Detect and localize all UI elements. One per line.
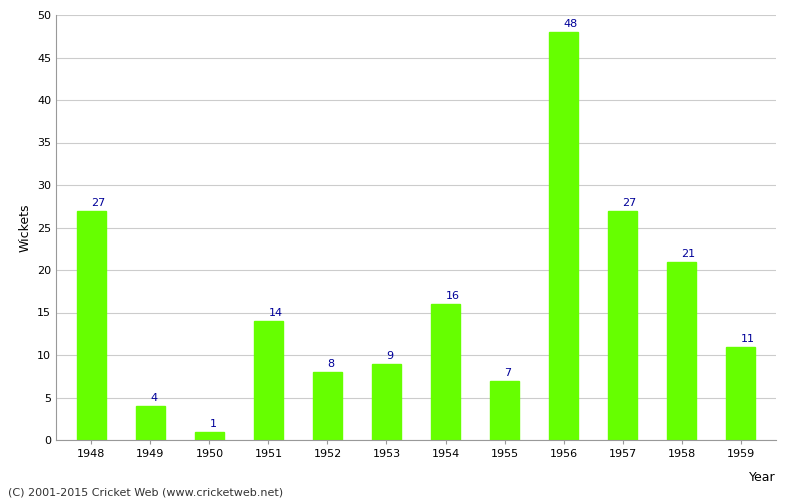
Bar bbox=[490, 380, 519, 440]
Bar bbox=[372, 364, 402, 440]
Text: 11: 11 bbox=[741, 334, 754, 344]
Text: 27: 27 bbox=[622, 198, 637, 208]
Text: Year: Year bbox=[750, 470, 776, 484]
Y-axis label: Wickets: Wickets bbox=[18, 203, 31, 252]
Bar bbox=[726, 346, 755, 440]
Bar bbox=[254, 321, 283, 440]
Bar bbox=[136, 406, 165, 440]
Text: 16: 16 bbox=[446, 292, 459, 302]
Text: 9: 9 bbox=[386, 351, 394, 361]
Bar bbox=[430, 304, 460, 440]
Text: 14: 14 bbox=[269, 308, 282, 318]
Text: 4: 4 bbox=[150, 394, 158, 404]
Bar bbox=[77, 210, 106, 440]
Bar bbox=[194, 432, 224, 440]
Text: (C) 2001-2015 Cricket Web (www.cricketweb.net): (C) 2001-2015 Cricket Web (www.cricketwe… bbox=[8, 488, 283, 498]
Text: 8: 8 bbox=[327, 360, 334, 370]
Bar bbox=[667, 262, 696, 440]
Text: 21: 21 bbox=[682, 249, 696, 259]
Text: 7: 7 bbox=[505, 368, 512, 378]
Bar bbox=[549, 32, 578, 440]
Text: 48: 48 bbox=[563, 20, 578, 30]
Bar bbox=[313, 372, 342, 440]
Bar bbox=[608, 210, 638, 440]
Text: 1: 1 bbox=[210, 419, 217, 429]
Text: 27: 27 bbox=[91, 198, 106, 208]
